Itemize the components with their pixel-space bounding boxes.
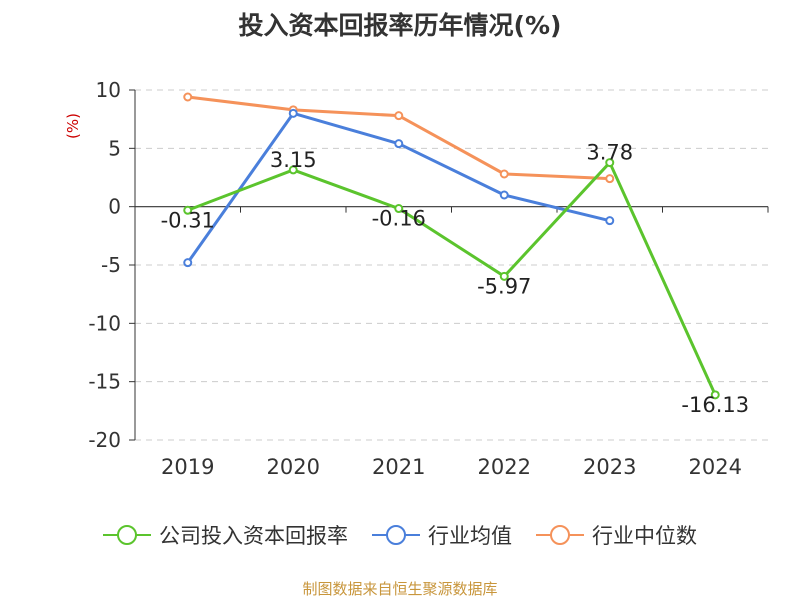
data-point [288,108,298,118]
legend-label-company: 公司投入资本回报率 [159,524,348,548]
y-tick-label: -20 [88,428,121,452]
data-label: 3.15 [270,148,317,172]
y-tick-label: 0 [108,195,121,219]
legend-label-industry-median: 行业中位数 [592,524,697,548]
data-point [499,169,509,179]
legend-label-industry-mean: 行业均值 [428,524,512,548]
data-label: 3.78 [586,141,633,165]
source-note: 制图数据来自恒生聚源数据库 [302,580,498,598]
data-point [288,165,298,175]
legend-marker-company [103,525,151,545]
data-point [183,258,193,268]
x-tick-label: 2019 [161,455,214,479]
data-point [394,111,404,121]
legend-item-industry-mean[interactable]: 行业均值 [372,520,512,550]
data-point [183,205,193,215]
y-tick-label: 10 [96,78,121,102]
data-point [183,92,193,102]
data-label: -16.13 [681,393,749,417]
data-point [605,216,615,226]
data-point [499,190,509,200]
data-label: -0.31 [161,208,215,232]
x-tick-label: 2022 [478,455,531,479]
data-point [394,204,404,214]
legend-item-industry-median[interactable]: 行业中位数 [536,520,697,550]
data-point [605,174,615,184]
legend-marker-industry-mean [372,525,420,545]
series-line [187,161,717,396]
y-tick-label: -15 [88,370,121,394]
y-tick-label: -10 [88,311,121,335]
y-tick-label: -5 [101,253,121,277]
data-point [605,158,615,168]
data-point [394,139,404,149]
x-tick-label: 2023 [583,455,636,479]
legend-marker-industry-median [536,525,584,545]
legend: 公司投入资本回报率 行业均值 行业中位数 [0,520,800,550]
data-point [710,390,720,400]
series-line [186,111,611,264]
y-tick-label: 5 [108,136,121,160]
legend-item-company[interactable]: 公司投入资本回报率 [103,520,348,550]
x-tick-label: 2020 [267,455,320,479]
data-point [499,271,509,281]
chart-title: 投入资本回报率历年情况(%) [238,11,562,40]
data-label: -5.97 [477,274,531,298]
y-axis-label: (%) [64,113,82,139]
x-tick-label: 2024 [689,455,742,479]
data-label: -0.16 [372,207,426,231]
series-line [187,95,610,181]
x-tick-label: 2021 [372,455,425,479]
